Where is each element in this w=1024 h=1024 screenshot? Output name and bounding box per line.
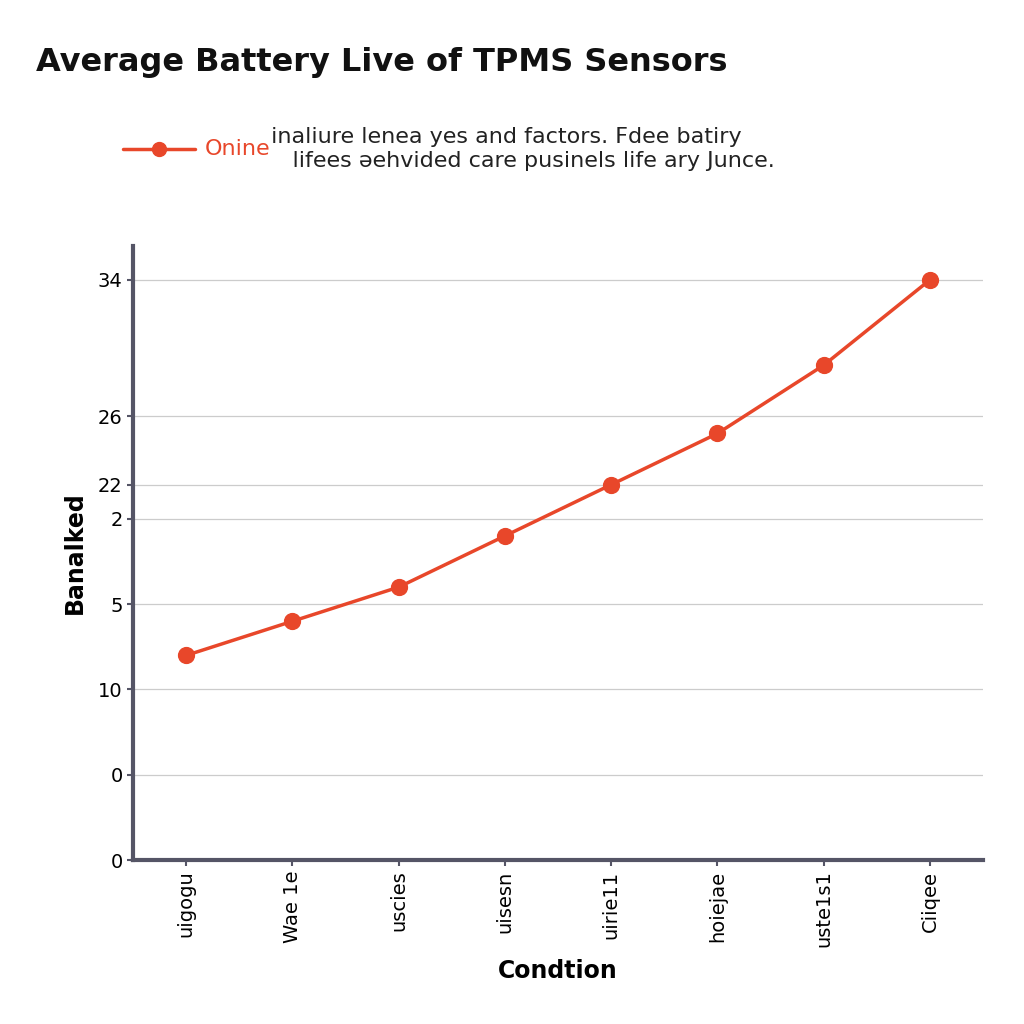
Text: Onine: Onine: [205, 139, 270, 159]
Point: [285, 613, 301, 630]
X-axis label: Condtion: Condtion: [499, 958, 617, 983]
Point: [922, 271, 938, 288]
Point: [710, 425, 726, 441]
Text: Average Battery Live of TPMS Sensors: Average Battery Live of TPMS Sensors: [36, 47, 727, 78]
Point: [815, 357, 831, 374]
Text: inaliure lenea yes and factors. Fdee batiry
    lifees əehvided care pusinels li: inaliure lenea yes and factors. Fdee bat…: [264, 127, 775, 171]
Point: [178, 647, 195, 664]
Point: [390, 579, 407, 595]
Point: [497, 527, 513, 544]
Y-axis label: Banalked: Banalked: [62, 492, 87, 614]
Point: [603, 476, 620, 493]
